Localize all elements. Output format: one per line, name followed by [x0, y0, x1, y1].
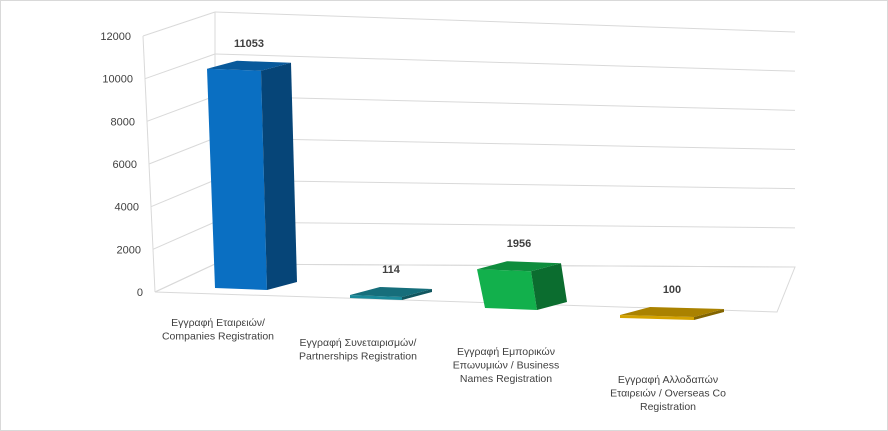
bar-front: [620, 315, 694, 320]
gridline-side: [144, 53, 216, 80]
bar-front: [207, 68, 267, 290]
category-label-line: Εγγραφή Συνεταιρισμών/: [300, 337, 417, 349]
floor-outline: [154, 263, 796, 313]
category-label-line: Επωνυμιών / Business: [453, 360, 559, 372]
data-label: 100: [663, 284, 681, 296]
gridline: [214, 95, 796, 111]
bar-top: [350, 287, 432, 297]
gridline: [214, 137, 796, 150]
y-tick-label: 8000: [111, 116, 135, 128]
bar-front: [350, 295, 402, 300]
gridline-side: [152, 221, 216, 250]
bar-side: [694, 309, 724, 320]
y-tick-label: 12000: [100, 31, 131, 43]
category-label-line: Names Registration: [460, 373, 552, 385]
category-label: Εγγραφή Συνεταιρισμών/Partnerships Regis…: [299, 337, 417, 363]
category-label-line: Εγγραφή Εταιρειών/: [171, 317, 265, 329]
data-label: 114: [382, 264, 401, 276]
y-tick-label: 2000: [117, 244, 141, 256]
bar-side: [531, 263, 567, 310]
data-label: 1956: [507, 238, 531, 250]
category-label-line: Εταιρειών / Overseas Co: [610, 388, 726, 400]
bar-top: [207, 60, 291, 71]
category-label-line: Registration: [640, 401, 696, 413]
category-label-line: Εγγραφή Εμπορικών: [457, 346, 555, 358]
bar-front: [477, 269, 537, 310]
bar-side: [261, 62, 297, 290]
y-tick-label: 0: [137, 287, 143, 299]
y-tick-label: 4000: [115, 202, 139, 214]
bar-top: [477, 261, 561, 272]
category-label: Εγγραφή Εταιρειών/Companies Registration: [162, 317, 274, 343]
category-label-line: Εγγραφή Αλλοδαπών: [618, 374, 718, 386]
y-tick-label: 6000: [113, 159, 137, 171]
data-label: 11053: [234, 38, 264, 50]
category-label: Εγγραφή Εμπορικών Επωνυμιών / Business Nam…: [453, 346, 559, 385]
gridline-side: [142, 11, 216, 37]
category-label-line: Partnerships Registration: [299, 351, 417, 363]
gridline: [214, 11, 796, 33]
bar-top: [620, 307, 724, 317]
gridline-side: [150, 179, 216, 208]
y-tick-label: 10000: [102, 74, 133, 86]
gridline: [214, 221, 796, 229]
category-label: Εγγραφή Αλλοδαπών Εταιρειών / Overseas Co…: [610, 374, 726, 413]
category-label-line: Companies Registration: [162, 331, 274, 343]
gridline: [214, 53, 796, 72]
gridline-side: [148, 137, 216, 165]
bar-side: [402, 289, 432, 300]
gridline: [214, 179, 796, 190]
gridline-side: [146, 95, 216, 122]
